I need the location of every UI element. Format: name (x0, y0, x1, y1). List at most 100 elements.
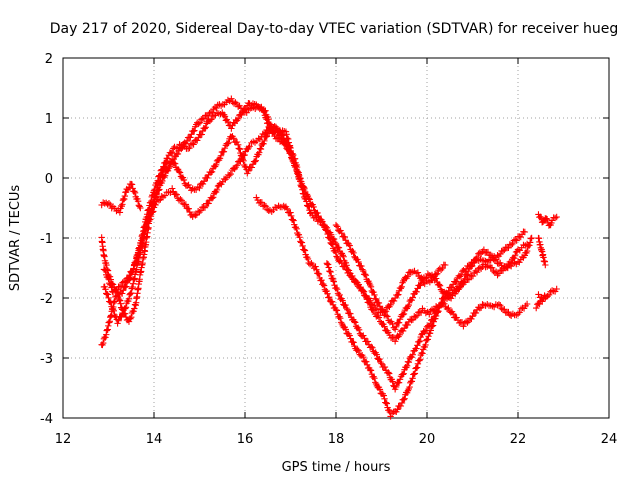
data-point (106, 279, 113, 287)
data-point (113, 292, 120, 300)
data-point (134, 252, 141, 259)
data-point (335, 244, 343, 251)
data-point (101, 266, 108, 273)
data-point (325, 294, 333, 301)
data-point (208, 116, 215, 123)
data-point (528, 234, 535, 242)
data-point (346, 242, 353, 249)
data-point (535, 291, 542, 298)
data-point (347, 335, 354, 342)
data-point (136, 203, 143, 210)
data-point (264, 206, 271, 213)
data-point (400, 396, 407, 403)
data-point (472, 309, 480, 317)
data-point (234, 141, 242, 148)
data-point (260, 140, 267, 147)
data-point (370, 288, 377, 296)
data-point (403, 362, 411, 369)
data-point (355, 326, 363, 333)
data-point (445, 287, 452, 295)
data-point (178, 197, 185, 204)
data-point (422, 327, 430, 334)
data-point (514, 310, 522, 318)
data-point (507, 260, 515, 267)
data-point (159, 166, 166, 173)
data-point (202, 124, 209, 131)
data-point (367, 297, 374, 304)
data-point (471, 259, 478, 266)
data-point (332, 249, 339, 256)
data-point (349, 272, 356, 280)
data-point (194, 207, 202, 215)
data-point (119, 197, 127, 204)
data-point (409, 375, 416, 382)
data-point (461, 279, 468, 286)
data-point (377, 358, 384, 366)
data-point (169, 185, 176, 192)
data-point (414, 269, 422, 276)
data-point (155, 173, 162, 180)
data-point (399, 311, 407, 318)
data-point (162, 158, 170, 166)
data-point (396, 376, 404, 383)
data-point (469, 272, 477, 280)
data-point (523, 247, 531, 255)
data-point (432, 271, 440, 278)
data-point (350, 339, 357, 346)
data-point (150, 187, 158, 194)
data-point (513, 237, 520, 244)
data-point (234, 115, 242, 123)
data-point (351, 319, 359, 326)
data-point (426, 330, 434, 337)
data-point (464, 319, 471, 326)
data-point (418, 331, 425, 338)
data-point (197, 207, 205, 214)
data-point (389, 320, 396, 328)
data-point (306, 260, 314, 268)
x-tick-label: 14 (146, 432, 163, 447)
data-point (401, 395, 408, 402)
series-track-1 (98, 180, 144, 216)
data-point (105, 275, 112, 283)
data-point (553, 213, 560, 221)
data-point (323, 224, 331, 232)
data-point (186, 144, 193, 152)
data-point (384, 313, 391, 320)
data-point (383, 400, 391, 407)
data-point (371, 375, 378, 382)
y-tick-label: -4 (40, 412, 53, 427)
data-point (134, 249, 142, 256)
data-point (166, 163, 174, 170)
series-track-12 (533, 294, 549, 312)
data-point (396, 316, 404, 323)
data-point (367, 367, 375, 374)
data-point (320, 282, 328, 289)
data-point (449, 310, 457, 318)
data-point (450, 286, 458, 294)
data-point (498, 266, 505, 274)
data-point (194, 137, 201, 144)
data-point (251, 158, 259, 165)
data-point (469, 313, 476, 320)
y-tick-label: -1 (40, 232, 53, 247)
data-point (401, 325, 408, 332)
data-point (236, 145, 243, 152)
data-point (345, 267, 353, 274)
data-point (220, 148, 228, 155)
data-point (208, 168, 216, 175)
data-point (434, 307, 442, 315)
data-point (297, 175, 304, 182)
data-point (387, 301, 394, 309)
chart-title: Day 217 of 2020, Sidereal Day-to-day VTE… (50, 21, 618, 37)
data-point (458, 279, 466, 287)
data-point (121, 305, 129, 312)
y-tick-label: -3 (40, 352, 53, 367)
data-point (228, 95, 235, 102)
data-point (476, 249, 483, 256)
data-point (260, 107, 267, 114)
data-point (198, 131, 205, 138)
data-point (115, 317, 122, 324)
data-point (283, 205, 291, 213)
data-point (344, 266, 351, 273)
data-point (310, 203, 317, 211)
